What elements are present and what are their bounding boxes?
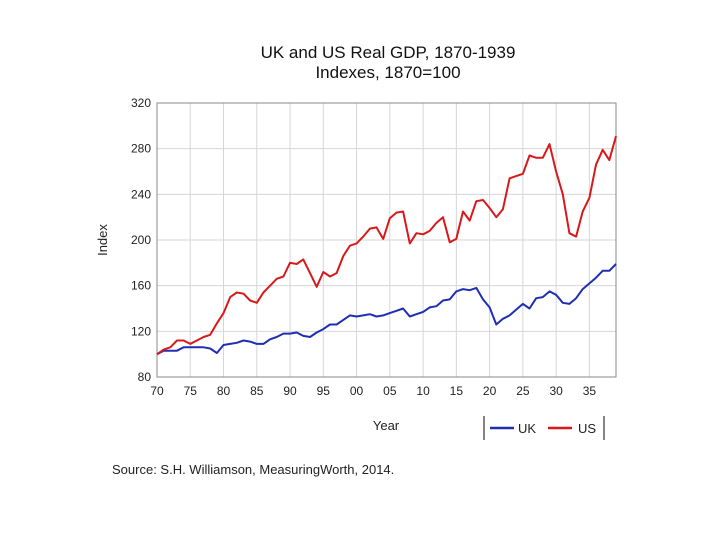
y-tick-label: 80 xyxy=(138,370,152,384)
x-tick-label: 75 xyxy=(184,384,198,398)
series-lines xyxy=(156,135,617,356)
x-tick-label: 15 xyxy=(450,384,464,398)
x-tick-label: 10 xyxy=(416,384,430,398)
x-tick-label: 20 xyxy=(483,384,497,398)
chart-title: UK and US Real GDP, 1870-1939 xyxy=(261,43,516,62)
x-tick-label: 05 xyxy=(383,384,397,398)
x-tick-label: 30 xyxy=(549,384,563,398)
plot-frame xyxy=(156,102,617,378)
x-tick-label: 90 xyxy=(283,384,297,398)
y-tick-label: 240 xyxy=(131,187,151,201)
x-tick-label: 85 xyxy=(250,384,264,398)
legend-label-us: US xyxy=(578,421,596,436)
y-tick-label: 320 xyxy=(131,96,151,110)
y-tick-label: 280 xyxy=(131,142,151,156)
y-tick-label: 200 xyxy=(131,233,151,247)
x-tick-label: 00 xyxy=(350,384,364,398)
legend: UK US xyxy=(483,416,605,440)
axis-ticks: 80 120 160 200 240 280 320 70 75 80 85 90 95 00 05 10 15… xyxy=(131,96,596,398)
y-tick-label: 160 xyxy=(131,279,151,293)
series-line-uk xyxy=(156,263,617,356)
chart-subtitle: Indexes, 1870=100 xyxy=(315,63,460,82)
series-line-us xyxy=(156,135,617,356)
grid xyxy=(157,103,616,377)
x-tick-label: 80 xyxy=(217,384,231,398)
y-axis-label: Index xyxy=(95,224,110,256)
x-tick-label: 70 xyxy=(150,384,164,398)
legend-label-uk: UK xyxy=(518,421,536,436)
x-tick-label: 35 xyxy=(583,384,597,398)
y-tick-label: 120 xyxy=(131,324,151,338)
x-tick-label: 25 xyxy=(516,384,530,398)
x-axis-label: Year xyxy=(373,418,400,433)
x-tick-label: 95 xyxy=(317,384,331,398)
source-note: Source: S.H. Williamson, MeasuringWorth,… xyxy=(112,462,394,477)
